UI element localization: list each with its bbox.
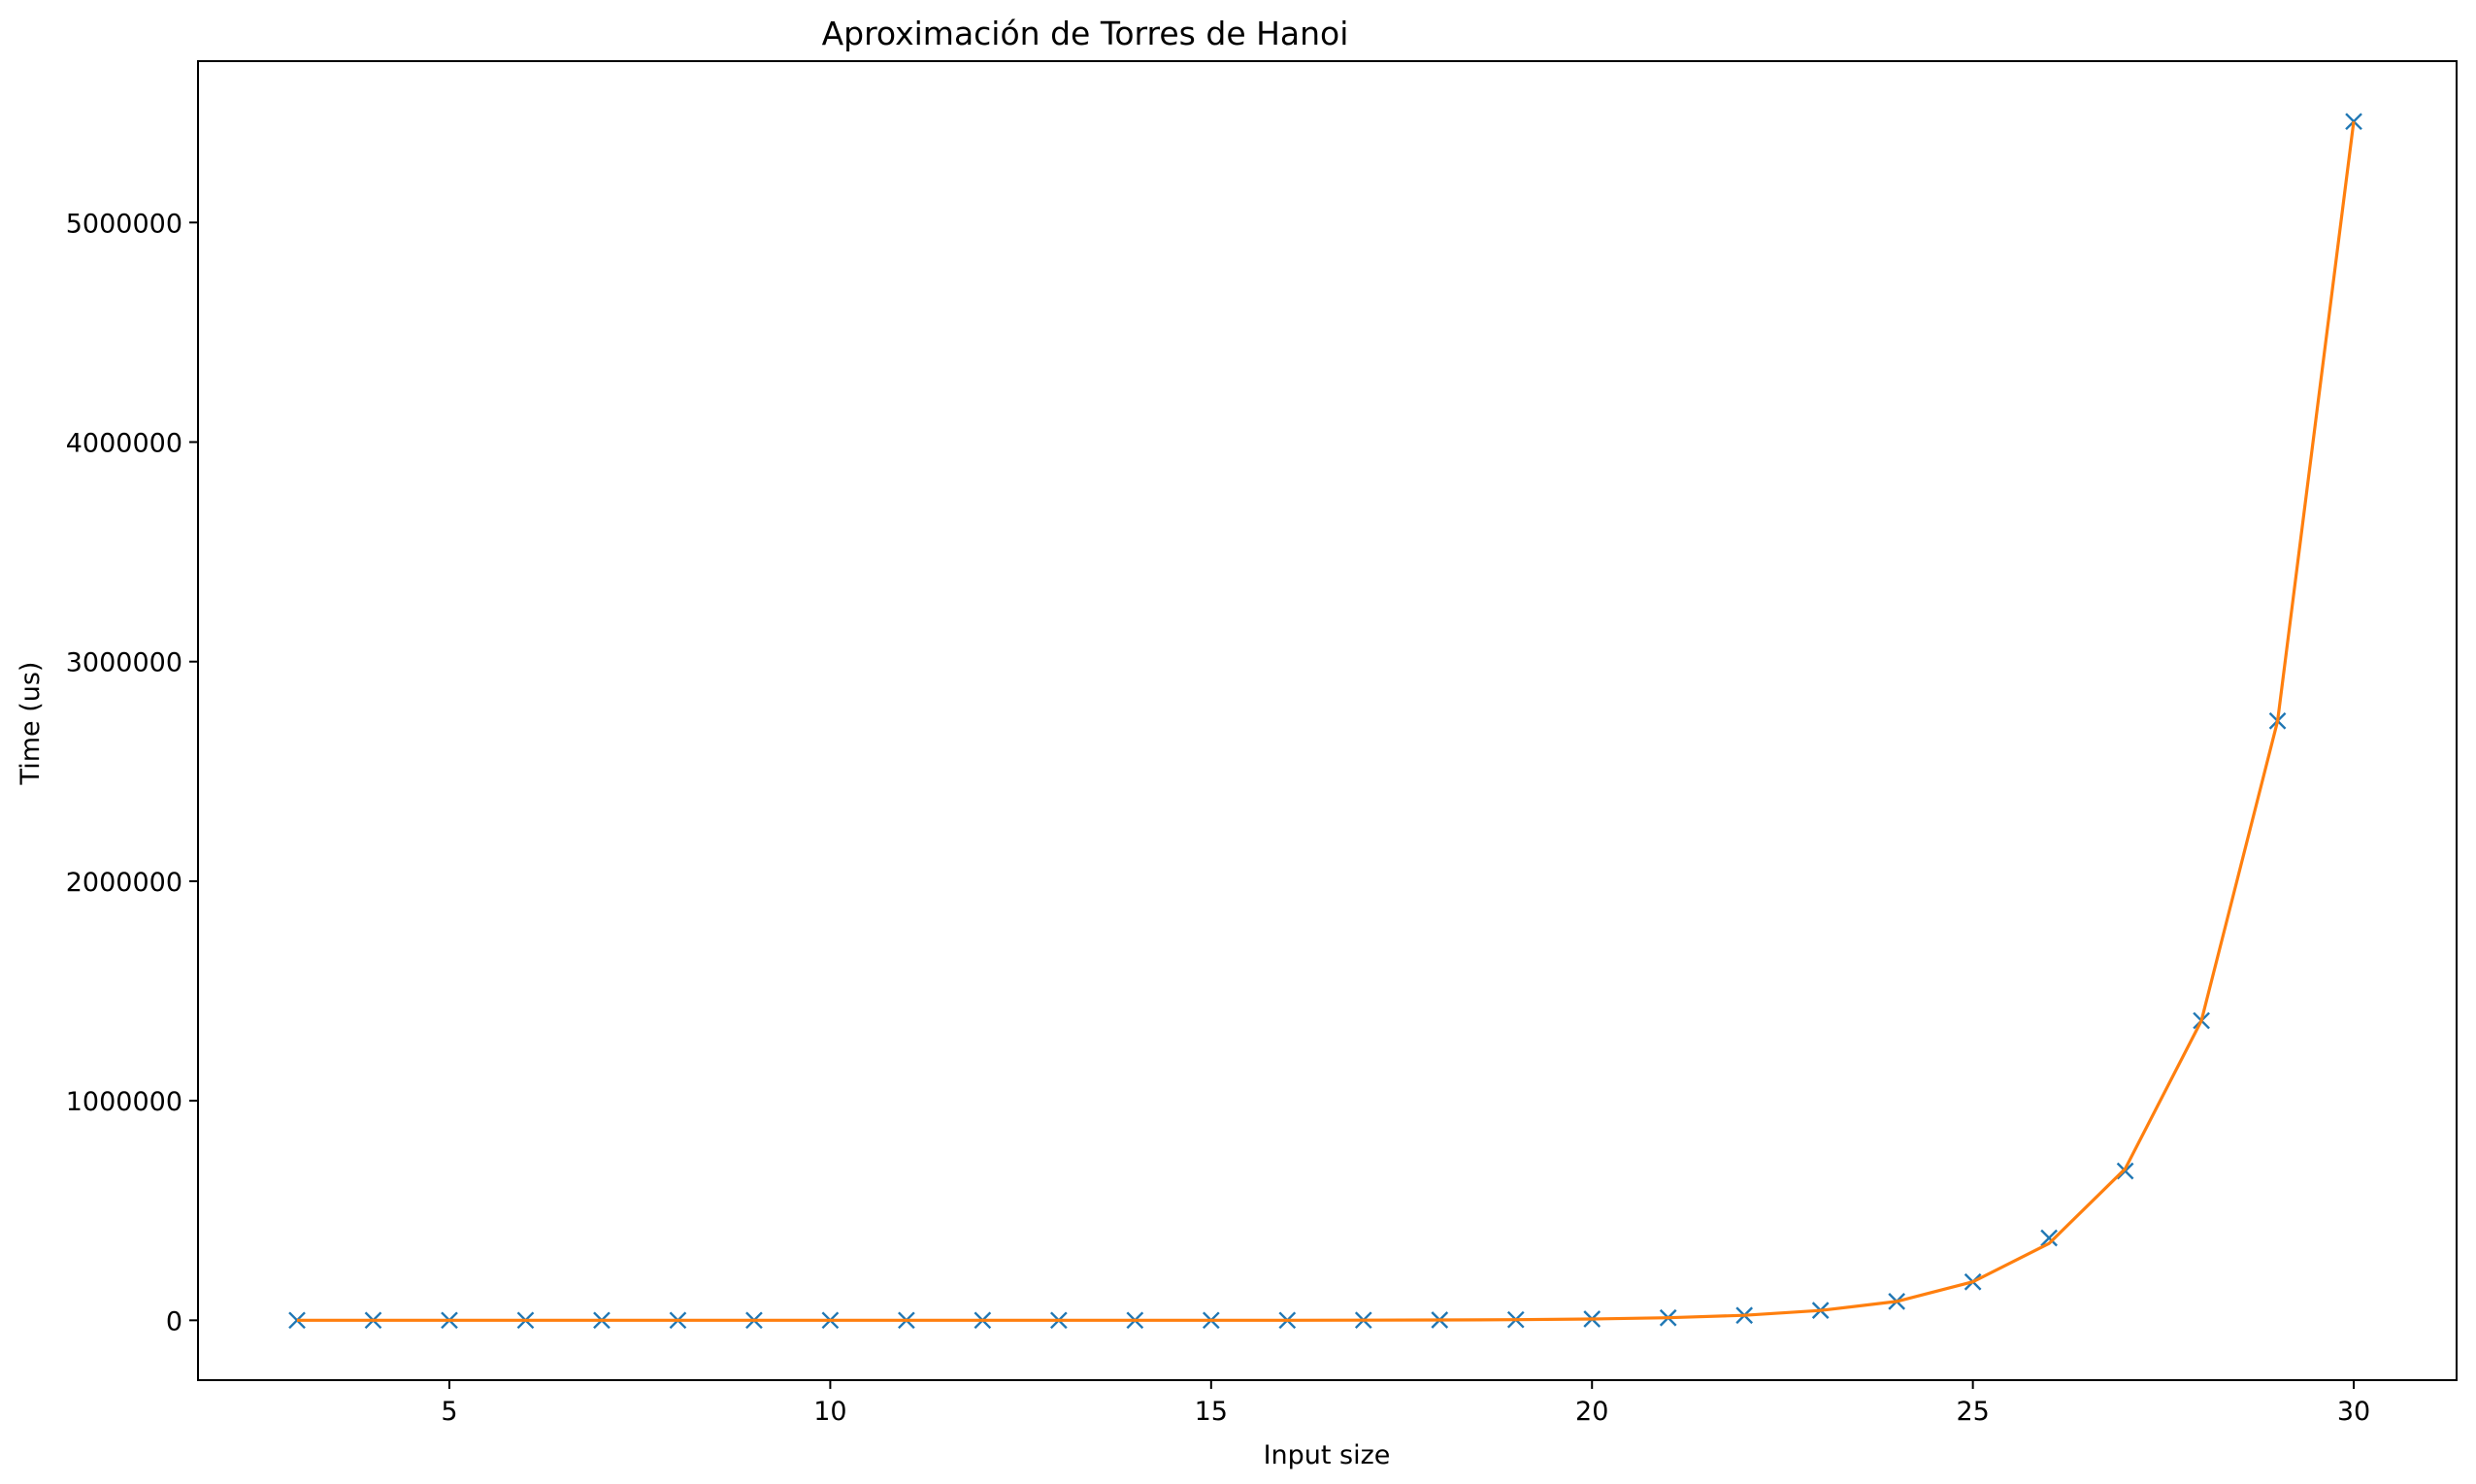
x-tick-label: 15 bbox=[1195, 1397, 1228, 1427]
x-tick-label: 20 bbox=[1575, 1397, 1608, 1427]
y-tick-label: 1000000 bbox=[66, 1087, 182, 1117]
y-tick-label: 0 bbox=[166, 1306, 182, 1336]
x-axis-label: Input size bbox=[1264, 1440, 1391, 1470]
x-tick-label: 25 bbox=[1956, 1397, 1989, 1427]
plot-frame bbox=[197, 60, 2458, 1381]
data-point-marker bbox=[2040, 1229, 2058, 1247]
y-axis-label: Time (us) bbox=[16, 662, 46, 786]
y-tick-label: 4000000 bbox=[66, 428, 182, 458]
y-tick-label: 5000000 bbox=[66, 209, 182, 239]
y-tick-label: 2000000 bbox=[66, 868, 182, 898]
series-line bbox=[297, 120, 2356, 1322]
y-tick-label: 3000000 bbox=[66, 648, 182, 678]
x-tick-label: 30 bbox=[2337, 1397, 2370, 1427]
x-tick-label: 5 bbox=[441, 1397, 457, 1427]
x-tick-label: 10 bbox=[813, 1397, 846, 1427]
chart-title: Aproximación de Torres de Hanoi bbox=[822, 15, 1349, 52]
axis-ticks: 5 10 15 20 25 30 0 1000000 2000000 3000000 4000000… bbox=[66, 209, 2370, 1427]
plot-area bbox=[288, 113, 2362, 1330]
data-point-marker bbox=[2116, 1162, 2134, 1180]
